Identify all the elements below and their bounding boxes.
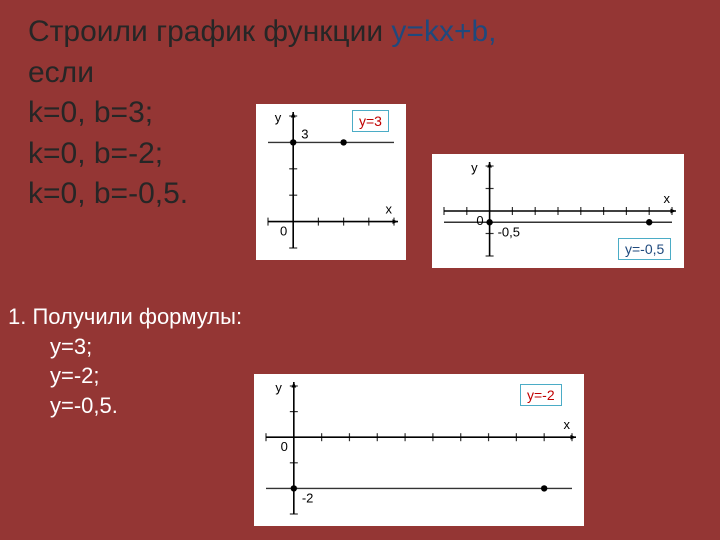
chart-y-2: y x 0 -2 у=-2 — [254, 374, 584, 526]
svg-text:3: 3 — [301, 126, 308, 141]
svg-text:0: 0 — [281, 439, 288, 454]
svg-text:x: x — [664, 191, 671, 206]
title-line2: если — [28, 56, 94, 89]
equation-label: у=-2 — [520, 384, 562, 406]
svg-text:0: 0 — [280, 224, 287, 239]
svg-text:y: y — [275, 110, 282, 125]
title-line1-fn: у=kх+b, — [391, 15, 496, 48]
equation-label: у=3 — [352, 110, 389, 132]
title-line3: k=0, b=3; — [28, 96, 153, 129]
formula-3: у=-0,5. — [8, 391, 242, 421]
title-line5: k=0, b=-0,5. — [28, 177, 188, 210]
svg-text:x: x — [564, 417, 571, 432]
svg-text:0: 0 — [476, 213, 483, 228]
formula-1: у=3; — [8, 332, 242, 362]
svg-text:y: y — [471, 160, 478, 175]
svg-text:-0,5: -0,5 — [498, 224, 520, 239]
chart-y-0-5: y x 0 -0,5 у=-0,5 — [432, 154, 684, 268]
title-line1-pre: Строили график функции — [28, 15, 391, 48]
title-line4: k=0, b=-2; — [28, 137, 163, 170]
svg-text:x: x — [386, 202, 393, 217]
svg-text:y: y — [275, 380, 282, 395]
formulas-block: 1. Получили формулы: у=3; у=-2; у=-0,5. — [8, 302, 242, 421]
chart-y3: y x 0 3 у=3 — [256, 104, 406, 260]
formula-2: у=-2; — [8, 361, 242, 391]
formulas-heading: 1. Получили формулы: — [8, 302, 242, 332]
equation-label: у=-0,5 — [618, 238, 671, 260]
svg-text:-2: -2 — [302, 490, 314, 505]
